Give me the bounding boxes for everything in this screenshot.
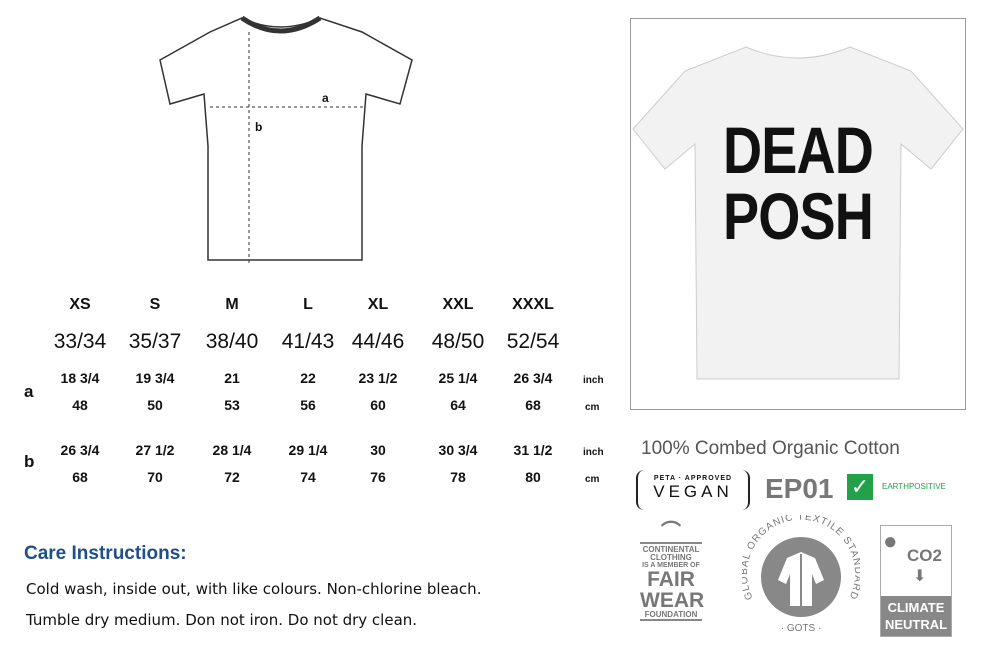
b-inch-value: 28 1/4 xyxy=(212,442,252,458)
footprint-icon: ● xyxy=(883,528,898,555)
a-inch-value: 19 3/4 xyxy=(135,370,175,386)
a-inch-value: 23 1/2 xyxy=(358,370,398,386)
size-label: XXL xyxy=(442,296,474,313)
b-inch-value: 30 xyxy=(370,442,386,458)
size-label: XL xyxy=(367,296,389,313)
fair-wear-logo: ⌒ CONTINENTAL CLOTHING IS A MEMBER OF FA… xyxy=(640,521,705,621)
checkmark-icon: ✓ xyxy=(847,474,873,500)
b-inch-value: 29 1/4 xyxy=(288,442,328,458)
b-inch-value: 26 3/4 xyxy=(60,442,100,458)
size-label: S xyxy=(149,296,161,313)
unit-cm: cm xyxy=(585,474,600,485)
print-line-1: DEAD xyxy=(722,113,874,187)
b-cm-value: 78 xyxy=(450,469,466,485)
gots-logo: GLOBAL ORGANIC TEXTILE STANDARD · GOTS · xyxy=(739,512,862,639)
a-cm-value: 64 xyxy=(450,397,466,413)
eu-size: 52/54 xyxy=(506,330,560,353)
ep01-logo: EP01 xyxy=(765,473,834,504)
unit-inch: inch xyxy=(583,447,604,458)
a-cm-value: 56 xyxy=(300,397,316,413)
b-inch-value: 27 1/2 xyxy=(135,442,175,458)
a-cm-value: 60 xyxy=(370,397,386,413)
b-inch-value: 30 3/4 xyxy=(438,442,478,458)
unit-inch: inch xyxy=(583,375,604,386)
fabric-label: 100% Combed Organic Cotton xyxy=(641,438,900,459)
size-label: L xyxy=(303,296,313,313)
peta-vegan-logo: PETA · APPROVED VEGAN xyxy=(636,470,750,510)
b-cm-value: 72 xyxy=(224,469,240,485)
a-cm-value: 50 xyxy=(147,397,163,413)
diagram-label-a: a xyxy=(322,91,329,105)
care-line-2: Tumble dry medium. Don not iron. Do not … xyxy=(26,611,418,629)
b-cm-value: 80 xyxy=(525,469,541,485)
eu-size: 44/46 xyxy=(351,330,405,353)
arrow-down-icon: ⬇ xyxy=(913,568,927,585)
eu-size: 35/37 xyxy=(128,330,182,353)
b-cm-value: 68 xyxy=(72,469,88,485)
a-cm-value: 68 xyxy=(525,397,541,413)
b-cm-value: 74 xyxy=(300,469,316,485)
print-line-2: POSH xyxy=(722,179,874,253)
eu-size: 33/34 xyxy=(53,330,107,353)
product-photo: DEAD POSH xyxy=(630,18,966,410)
care-line-1: Cold wash, inside out, with like colours… xyxy=(26,580,482,598)
a-inch-value: 26 3/4 xyxy=(513,370,553,386)
a-inch-value: 25 1/4 xyxy=(438,370,478,386)
a-inch-value: 22 xyxy=(300,370,316,386)
diagram-label-b: b xyxy=(255,120,263,134)
size-label: XS xyxy=(69,296,91,313)
tshirt-size-diagram xyxy=(159,15,413,265)
a-cm-value: 53 xyxy=(224,397,240,413)
b-inch-value: 31 1/2 xyxy=(513,442,553,458)
earthpositive-logo: EARTHPOSITIVE xyxy=(882,482,946,491)
row-label-a: a xyxy=(24,382,34,401)
care-title: Care Instructions: xyxy=(24,543,187,564)
unit-cm: cm xyxy=(585,402,600,413)
climate-neutral-logo: ● CO2 ⬇ CLIMATE NEUTRAL xyxy=(880,525,952,637)
b-cm-value: 76 xyxy=(370,469,386,485)
b-cm-value: 70 xyxy=(147,469,163,485)
row-label-b: b xyxy=(24,452,35,471)
a-inch-value: 21 xyxy=(224,370,240,386)
eu-size: 38/40 xyxy=(205,330,259,353)
a-inch-value: 18 3/4 xyxy=(60,370,100,386)
eu-size: 41/43 xyxy=(281,330,335,353)
a-cm-value: 48 xyxy=(72,397,88,413)
size-label: XXXL xyxy=(512,296,554,313)
size-label: M xyxy=(225,296,239,313)
eu-size: 48/50 xyxy=(431,330,485,353)
